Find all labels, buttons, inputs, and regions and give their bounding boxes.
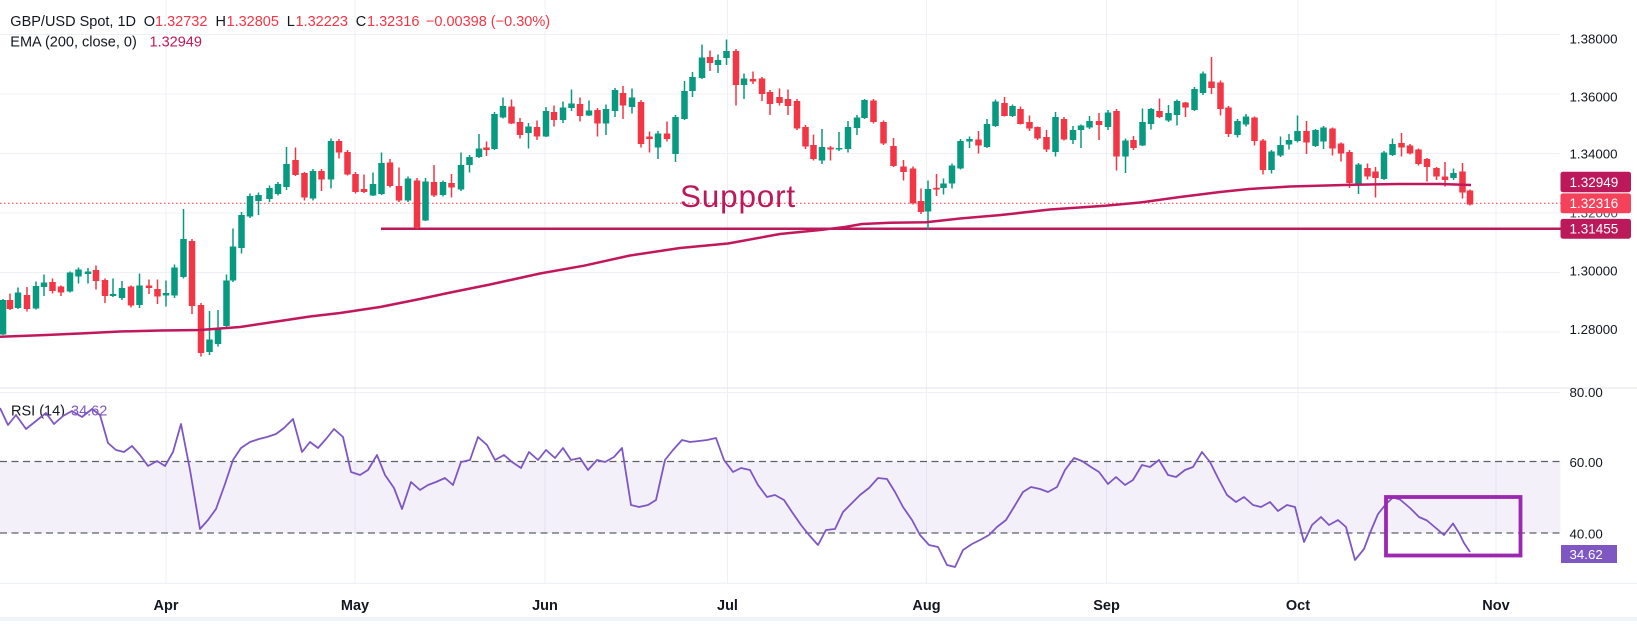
- svg-text:1.32805: 1.32805: [227, 14, 279, 30]
- svg-text:1.32949: 1.32949: [1570, 175, 1619, 190]
- svg-text:L: L: [287, 14, 295, 30]
- svg-text:Oct: Oct: [1286, 598, 1310, 614]
- svg-text:−0.00398 (−0.30%): −0.00398 (−0.30%): [426, 14, 550, 30]
- svg-text:Aug: Aug: [912, 598, 940, 614]
- svg-text:1.32223: 1.32223: [296, 14, 348, 30]
- svg-text:RSI (14): RSI (14): [11, 404, 65, 420]
- svg-text:Jul: Jul: [717, 598, 738, 614]
- svg-text:O: O: [144, 14, 155, 30]
- svg-text:GBP/USD Spot, 1D: GBP/USD Spot, 1D: [10, 14, 136, 30]
- svg-text:May: May: [341, 598, 369, 614]
- svg-text:1.32316: 1.32316: [1570, 196, 1619, 211]
- svg-text:1.36000: 1.36000: [1570, 90, 1618, 105]
- svg-text:Support: Support: [680, 178, 796, 214]
- svg-text:1.28000: 1.28000: [1570, 322, 1618, 337]
- svg-text:Sep: Sep: [1093, 598, 1120, 614]
- svg-text:1.32732: 1.32732: [155, 14, 207, 30]
- svg-text:Nov: Nov: [1482, 598, 1509, 614]
- svg-text:40.00: 40.00: [1570, 527, 1603, 542]
- svg-text:1.34000: 1.34000: [1570, 146, 1618, 161]
- svg-text:60.00: 60.00: [1570, 455, 1603, 470]
- svg-text:1.31455: 1.31455: [1570, 222, 1619, 237]
- svg-text:Jun: Jun: [532, 598, 558, 614]
- svg-text:Apr: Apr: [154, 598, 179, 614]
- svg-text:1.30000: 1.30000: [1570, 263, 1618, 278]
- svg-text:EMA (200, close, 0): EMA (200, close, 0): [10, 35, 137, 51]
- svg-text:H: H: [216, 14, 226, 30]
- svg-text:1.32316: 1.32316: [367, 14, 419, 30]
- svg-text:80.00: 80.00: [1570, 385, 1603, 400]
- svg-text:1.38000: 1.38000: [1570, 31, 1618, 46]
- svg-text:C: C: [356, 14, 366, 30]
- svg-text:34.62: 34.62: [1570, 547, 1603, 562]
- svg-text:1.32949: 1.32949: [150, 35, 202, 51]
